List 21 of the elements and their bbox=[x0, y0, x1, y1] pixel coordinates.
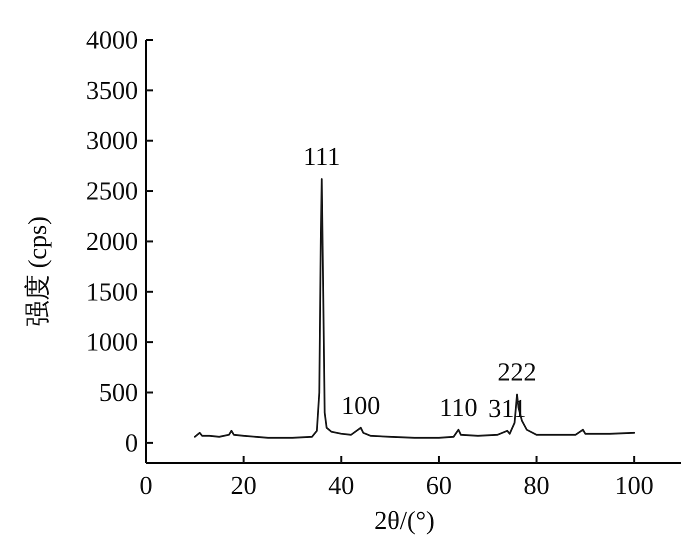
annotation: 111 bbox=[303, 142, 340, 171]
annotation: 222 bbox=[498, 358, 537, 387]
x-tick-label: 60 bbox=[426, 471, 452, 500]
y-tick-label: 2000 bbox=[86, 226, 138, 256]
x-tick-label: 20 bbox=[230, 471, 257, 500]
x-tick-label: 40 bbox=[328, 471, 354, 500]
annotation: 110 bbox=[439, 392, 478, 422]
y-tick-label: 3500 bbox=[86, 76, 138, 105]
y-tick-label: 2500 bbox=[86, 176, 138, 206]
y-tick-label: 1500 bbox=[86, 277, 138, 306]
y-tick-label: 1000 bbox=[86, 328, 138, 357]
y-axis-title: 强度 (cps) bbox=[23, 216, 52, 327]
x-axis-title: 2θ/(°) bbox=[374, 506, 435, 535]
y-tick-label: 0 bbox=[125, 428, 138, 458]
annotation: 100 bbox=[341, 390, 380, 420]
x-tick-label: 100 bbox=[614, 471, 654, 500]
y-tick-label: 4000 bbox=[86, 26, 138, 54]
x-tick-label: 80 bbox=[524, 471, 550, 500]
y-tick-label: 3000 bbox=[86, 126, 138, 156]
y-tick-label: 500 bbox=[99, 378, 138, 407]
line-series bbox=[194, 178, 636, 439]
